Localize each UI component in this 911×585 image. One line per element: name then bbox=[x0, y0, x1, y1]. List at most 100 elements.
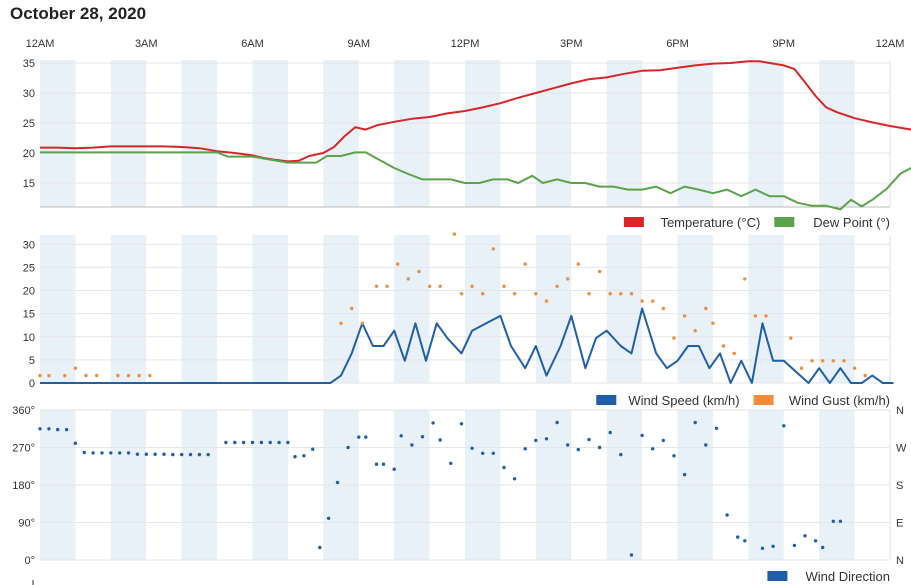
x-tick-label: 12AM bbox=[876, 38, 905, 50]
data-point bbox=[392, 467, 396, 471]
data-point bbox=[171, 452, 175, 457]
data-point bbox=[318, 545, 322, 550]
data-point bbox=[619, 452, 623, 457]
data-point bbox=[188, 452, 193, 457]
hour-band bbox=[181, 235, 218, 383]
hour-band bbox=[748, 60, 784, 207]
data-point bbox=[597, 445, 602, 450]
data-point bbox=[410, 443, 414, 447]
data-point bbox=[736, 535, 740, 539]
data-point bbox=[335, 480, 340, 485]
data-point bbox=[449, 461, 453, 465]
data-point bbox=[311, 447, 315, 451]
hour-band bbox=[819, 235, 855, 383]
data-point bbox=[821, 545, 825, 550]
y-tick-label: 10 bbox=[23, 332, 35, 344]
hour-band bbox=[677, 60, 713, 207]
data-point bbox=[360, 321, 364, 325]
data-point bbox=[821, 359, 825, 363]
y-tick-label: 180° bbox=[12, 480, 35, 492]
data-point bbox=[326, 516, 331, 520]
hour-band bbox=[606, 235, 643, 383]
data-point bbox=[91, 451, 95, 455]
y-right-tick-label: N bbox=[896, 555, 904, 567]
data-point bbox=[629, 553, 634, 557]
data-point bbox=[427, 284, 432, 288]
data-point bbox=[109, 451, 113, 455]
data-point bbox=[721, 344, 726, 348]
data-point bbox=[831, 519, 835, 523]
x-axis-top: 12AM 3AM 6AM 9AM 12PM 3PM 6PM 9PM 12AM bbox=[26, 38, 905, 50]
x-tick-label: 9PM bbox=[772, 38, 795, 50]
y-tick-label: 20 bbox=[23, 148, 35, 160]
data-point bbox=[47, 427, 51, 431]
data-point bbox=[764, 314, 768, 318]
data-point bbox=[148, 373, 152, 378]
data-point bbox=[640, 299, 644, 303]
y-tick-label: 20 bbox=[23, 286, 35, 298]
data-point bbox=[406, 277, 410, 281]
data-point bbox=[250, 440, 255, 445]
data-point bbox=[438, 284, 442, 288]
data-point bbox=[863, 373, 867, 378]
hour-band bbox=[535, 60, 572, 207]
y-tick-label: 15 bbox=[23, 178, 35, 190]
data-point bbox=[661, 438, 665, 443]
data-point bbox=[743, 277, 747, 281]
y-tick-label: 25 bbox=[23, 118, 35, 130]
data-point bbox=[286, 440, 290, 445]
data-point bbox=[619, 292, 623, 296]
data-point bbox=[576, 262, 580, 266]
y-tick-label: 270° bbox=[12, 443, 35, 455]
data-point bbox=[277, 440, 281, 445]
data-point bbox=[576, 447, 580, 452]
hour-band bbox=[535, 235, 572, 383]
data-point bbox=[512, 292, 517, 296]
series-line bbox=[40, 151, 911, 211]
data-point bbox=[651, 447, 655, 451]
data-point bbox=[831, 359, 835, 363]
legend: Dew Point (°) Temperature (°C) bbox=[623, 215, 890, 230]
hour-band bbox=[748, 235, 784, 383]
data-point bbox=[339, 321, 343, 325]
data-point bbox=[771, 544, 775, 548]
data-point bbox=[502, 465, 506, 470]
chart-date-title: October 28, 2020 bbox=[10, 4, 147, 23]
data-point bbox=[38, 427, 42, 431]
data-point bbox=[38, 373, 42, 378]
data-point bbox=[693, 329, 697, 333]
hour-band bbox=[252, 60, 288, 207]
data-point bbox=[587, 292, 591, 296]
data-point bbox=[224, 440, 228, 445]
panel-1: 15 20 25 30 35 Dew Point (°) Temperature (°C) bbox=[23, 58, 911, 230]
hour-band bbox=[323, 60, 359, 207]
data-point bbox=[396, 262, 400, 266]
data-point bbox=[116, 373, 120, 378]
data-point bbox=[268, 440, 272, 445]
data-point bbox=[491, 247, 495, 251]
y-tick-label: 30 bbox=[23, 239, 35, 251]
data-point bbox=[64, 427, 69, 432]
data-point bbox=[523, 447, 527, 451]
hour-band bbox=[40, 60, 76, 207]
data-point bbox=[452, 232, 457, 236]
hour-band bbox=[252, 235, 288, 383]
data-point bbox=[803, 534, 807, 538]
y-tick-label: 30 bbox=[23, 88, 35, 100]
data-point bbox=[381, 462, 386, 466]
data-point bbox=[714, 426, 719, 430]
data-point bbox=[544, 437, 549, 441]
data-point bbox=[259, 440, 264, 445]
legend-label: Temperature (°C) bbox=[660, 215, 760, 230]
legend-label: Wind Gust (km/h) bbox=[789, 393, 890, 408]
data-point bbox=[374, 462, 379, 466]
data-point bbox=[693, 420, 697, 425]
data-point bbox=[789, 336, 793, 340]
hour-band bbox=[323, 235, 359, 383]
data-point bbox=[481, 292, 485, 296]
data-point bbox=[512, 477, 517, 481]
data-point bbox=[197, 452, 202, 457]
data-point bbox=[704, 306, 708, 311]
data-point bbox=[82, 450, 87, 455]
data-point bbox=[640, 433, 644, 438]
